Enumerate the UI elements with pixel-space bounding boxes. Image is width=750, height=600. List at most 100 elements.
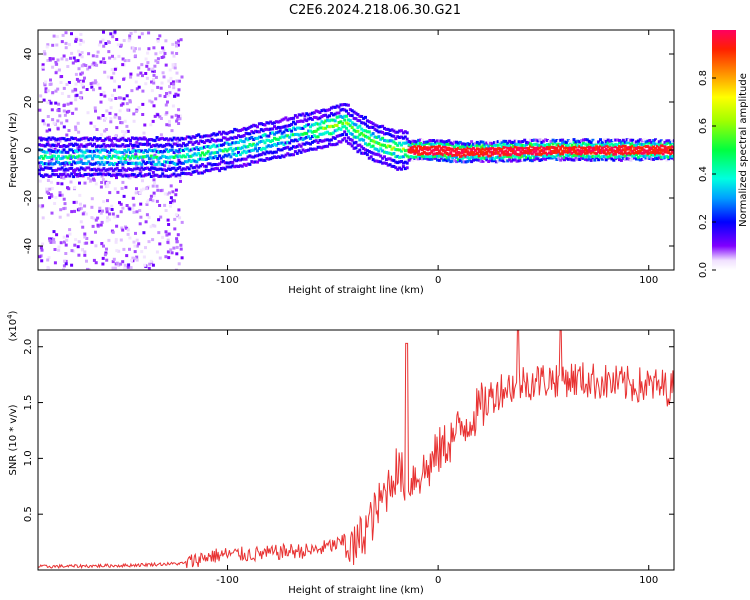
heatmap-cell [517,142,521,146]
heatmap-cell [384,158,388,161]
heatmap-cell [166,156,170,160]
heatmap-cell [396,154,400,158]
heatmap-cell [81,136,85,140]
heatmap-cell [43,162,47,166]
heatmap-cell [151,156,155,160]
heatmap-cell [551,149,555,153]
heatmap-cell [146,166,149,170]
heatmap-cell [80,55,84,59]
heatmap-cell [142,160,146,164]
heatmap-cell [176,167,180,170]
heatmap-cell [498,148,502,152]
heatmap-cell [248,132,252,136]
heatmap-cell [64,31,68,35]
heatmap-cell [309,116,312,120]
heatmap-cell [496,143,500,147]
heatmap-cell [140,188,143,192]
heatmap-cell [441,145,445,149]
heatmap-cell [110,143,113,147]
heatmap-cell [185,147,189,151]
heatmap-cell [263,152,267,156]
heatmap-cell [202,157,206,161]
heatmap-cell [669,140,673,144]
heatmap-cell [428,142,432,146]
heatmap-cell [49,166,53,170]
heatmap-cell [78,53,82,57]
heatmap-cell [472,156,475,160]
heatmap-cell [151,166,155,170]
heatmap-cell [102,139,106,142]
heatmap-cell [39,246,43,250]
heatmap-cell [117,156,121,160]
heatmap-cell [417,144,421,148]
heatmap-cell [73,243,77,247]
heatmap-cell [151,138,155,142]
heatmap-cell [106,161,110,165]
heatmap-cell [466,142,470,146]
heatmap-cell [51,162,55,166]
heatmap-cell [280,131,284,135]
heatmap-cell [54,89,58,93]
heatmap-cell [146,161,149,164]
heatmap-cell [470,151,474,154]
heatmap-cell [383,143,386,147]
heatmap-cell [41,63,45,67]
heatmap-cell [587,155,591,159]
heatmap-cell [153,64,157,68]
heatmap-cell [473,152,477,156]
heatmap-cell [91,138,95,142]
heatmap-cell [83,232,87,236]
heatmap-cell [121,102,125,106]
heatmap-cell [297,120,301,123]
heatmap-cell [456,152,460,156]
heatmap-cell [114,97,118,100]
heatmap-cell [456,143,460,147]
heatmap-cell [475,151,479,155]
heatmap-cell [369,133,373,137]
heatmap-cell [77,79,81,83]
heatmap-cell [156,57,160,61]
heatmap-cell [519,150,523,154]
heatmap-cell [631,157,635,160]
heatmap-cell [74,136,77,140]
heatmap-cell [274,137,278,141]
heatmap-cell [432,148,436,152]
heatmap-cell [121,166,125,170]
heatmap-cell [619,151,623,155]
colorbar-ticks: 0.00.20.40.60.8 [698,70,716,278]
heatmap-cell [568,153,572,157]
heatmap-cell [455,147,458,151]
heatmap-cell [587,150,591,154]
heatmap-cell [153,114,157,118]
heatmap-cell [527,141,530,145]
heatmap-cell [299,127,303,130]
heatmap-cell [146,51,150,55]
heatmap-cell [80,83,84,87]
heatmap-cell [43,166,47,170]
heatmap-cell [295,115,299,119]
heatmap-cell [89,162,93,166]
heatmap-cell [282,130,286,134]
heatmap-cell [96,50,100,54]
heatmap-cell [214,166,218,170]
heatmap-cell [52,230,56,234]
heatmap-cell [87,52,91,56]
heatmap-cell [648,155,652,159]
heatmap-cell [333,119,337,123]
heatmap-cell [125,150,129,154]
heatmap-cell [453,159,457,162]
heatmap-cell [305,135,309,139]
heatmap-cell [133,244,137,248]
heatmap-cell [115,261,119,265]
heatmap-cell [415,157,419,161]
heatmap-cell [407,143,411,147]
heatmap-cell [79,174,83,178]
heatmap-cell [83,235,87,239]
heatmap-cell [286,118,290,122]
heatmap-cell [138,155,142,159]
heatmap-cell [238,153,242,157]
heatmap-cell [98,206,102,210]
heatmap-cell [126,108,130,112]
heatmap-cell [284,141,288,145]
heatmap-cell [201,146,204,150]
